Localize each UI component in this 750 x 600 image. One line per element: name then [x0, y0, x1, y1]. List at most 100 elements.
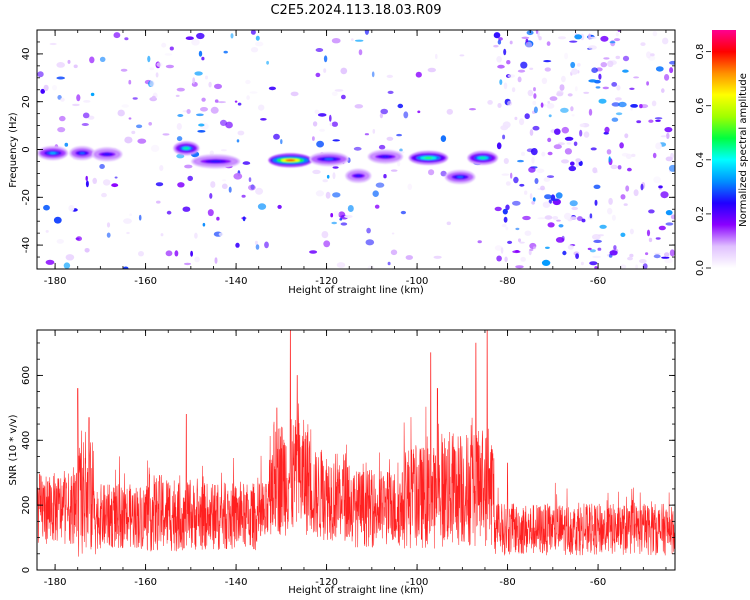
noise-blob [258, 104, 265, 111]
noise-blob [250, 47, 259, 53]
noise-blob [334, 89, 344, 92]
noise-blob [65, 254, 75, 261]
noise-blob [529, 67, 534, 71]
noise-blob [660, 135, 668, 138]
noise-blob [92, 177, 97, 184]
noise-blob [433, 255, 442, 259]
noise-blob [520, 256, 526, 262]
noise-blob [165, 64, 174, 69]
noise-blob [123, 218, 132, 224]
noise-blob [611, 82, 618, 87]
noise-blob [186, 109, 191, 114]
noise-blob [331, 221, 338, 225]
noise-blob [543, 177, 551, 183]
noise-blob [505, 181, 511, 186]
signal-segment [444, 170, 476, 184]
noise-blob [326, 174, 330, 179]
noise-blob [264, 241, 269, 249]
noise-blob [625, 185, 630, 192]
spectrogram-signal [37, 141, 499, 184]
noise-blob [312, 136, 315, 141]
noise-blob [64, 142, 69, 147]
noise-blob [548, 199, 552, 204]
noise-blob [175, 94, 180, 97]
noise-blob [509, 40, 513, 45]
noise-blob [83, 100, 91, 103]
noise-blob [228, 186, 232, 193]
noise-blob [190, 250, 194, 257]
noise-blob [138, 251, 144, 257]
noise-blob [124, 37, 129, 41]
noise-blob [561, 159, 569, 164]
noise-blob [137, 138, 147, 144]
signal-segment [268, 153, 313, 168]
noise-blob [493, 44, 499, 48]
noise-blob [648, 237, 653, 243]
noise-blob [517, 69, 526, 73]
noise-blob [537, 217, 546, 220]
noise-blob [315, 190, 324, 197]
noise-blob [184, 262, 191, 266]
noise-blob [358, 49, 363, 56]
noise-blob [531, 156, 535, 164]
noise-blob [380, 108, 389, 115]
noise-blob [341, 94, 346, 100]
noise-blob [176, 136, 183, 142]
colorbar-tick-label: 0.2 [695, 206, 706, 222]
noise-blob [579, 123, 585, 128]
noise-blob [556, 92, 564, 97]
noise-blob [607, 207, 613, 215]
noise-blob [494, 206, 502, 212]
noise-blob [589, 213, 593, 219]
noise-blob [567, 244, 574, 250]
noise-blob [222, 179, 227, 182]
noise-blob [646, 81, 649, 86]
noise-blob [531, 200, 535, 205]
noise-blob [511, 87, 516, 93]
noise-blob [500, 247, 504, 254]
noise-blob [559, 84, 565, 91]
noise-blob [506, 60, 511, 65]
noise-blob [160, 233, 164, 237]
noise-blob [517, 159, 524, 163]
noise-blob [533, 93, 537, 99]
noise-blob [446, 221, 451, 226]
noise-blob [255, 35, 260, 41]
colorbar: 0.0 0.2 0.4 0.6 0.8 Normalized spectral ampl… [695, 30, 749, 276]
noise-blob [56, 76, 65, 80]
noise-blob [132, 97, 138, 100]
noise-blob [234, 100, 238, 103]
noise-blob [603, 57, 610, 60]
noise-blob [332, 172, 336, 180]
noise-blob [519, 118, 525, 126]
noise-blob [128, 117, 132, 120]
noise-blob [196, 113, 204, 117]
y-tick-label: 40 [21, 48, 32, 61]
noise-blob [487, 100, 493, 105]
noise-blob [552, 216, 559, 220]
noise-blob [515, 227, 520, 231]
noise-blob [177, 114, 184, 117]
noise-blob [591, 67, 598, 73]
noise-blob [374, 204, 380, 209]
noise-blob [198, 123, 205, 127]
noise-blob [655, 66, 664, 72]
noise-blob [312, 121, 318, 127]
noise-blob [156, 200, 161, 204]
snr-panel: -180 -160 -140 -120 -100 -80 -60 0 200 400 600 Hei… [8, 329, 676, 596]
noise-blob [561, 126, 569, 134]
noise-blob [555, 237, 565, 243]
noise-blob [669, 60, 675, 65]
x-tick-label: -160 [134, 276, 157, 287]
noise-blob [545, 246, 550, 249]
noise-blob [230, 33, 234, 39]
noise-blob [194, 256, 200, 263]
noise-blob [242, 216, 246, 222]
noise-blob [570, 106, 574, 112]
noise-blob [273, 133, 280, 140]
noise-blob [575, 158, 582, 163]
noise-blob [574, 34, 583, 40]
noise-blob [113, 32, 121, 39]
noise-blob [367, 265, 375, 269]
noise-blob [365, 239, 375, 246]
